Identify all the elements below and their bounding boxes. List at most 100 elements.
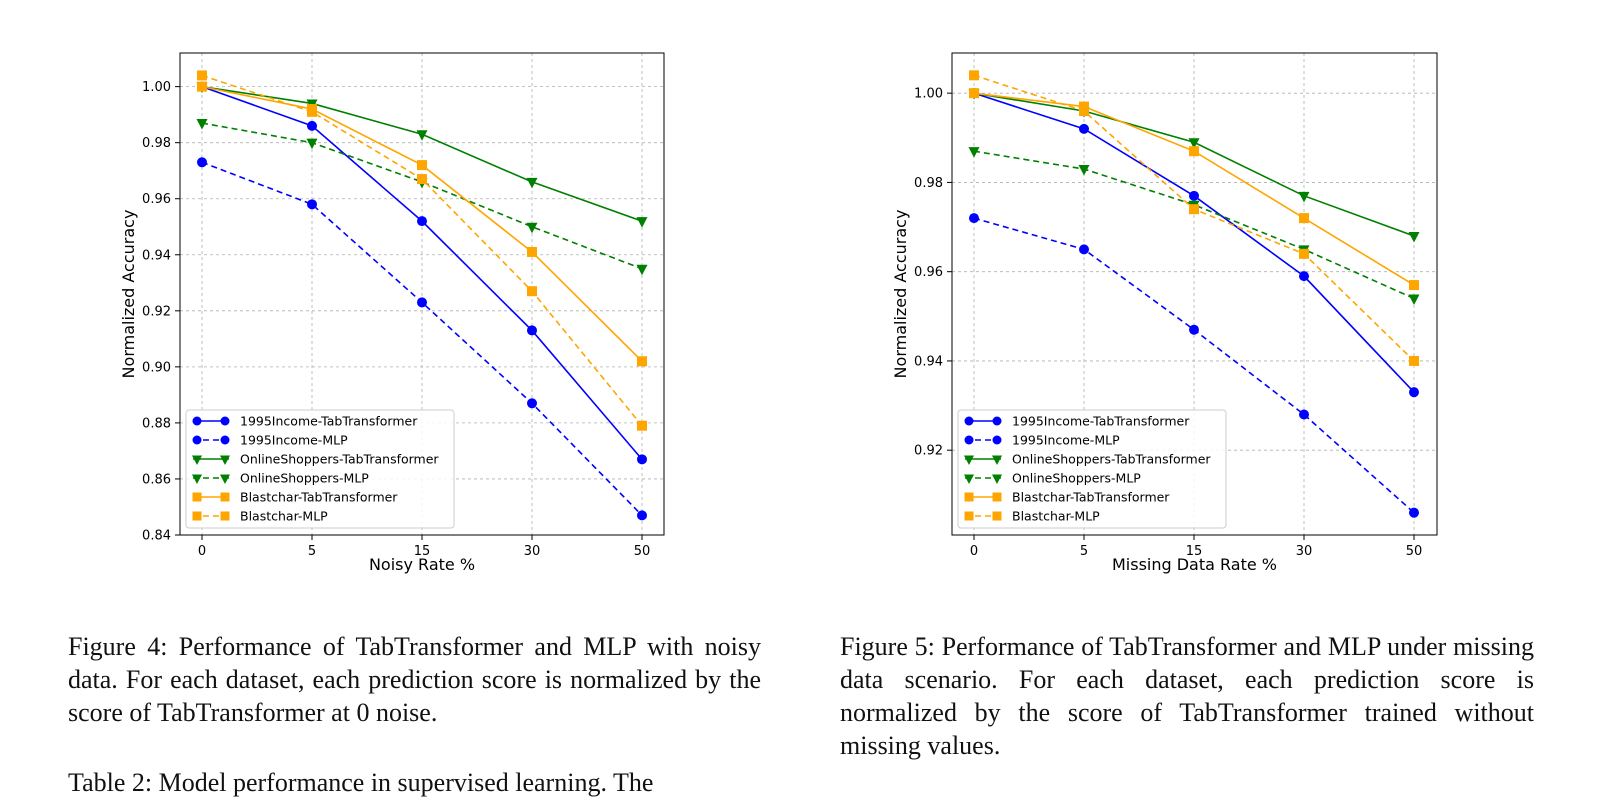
data-point	[969, 88, 979, 99]
data-point	[969, 70, 979, 81]
data-point	[1299, 409, 1309, 420]
x-axis-label: Missing Data Rate %	[1112, 555, 1277, 574]
x-tick-label: 0	[198, 544, 206, 559]
data-point	[1299, 248, 1309, 259]
legend-marker	[992, 474, 1002, 484]
data-point	[636, 217, 648, 228]
data-point	[636, 264, 648, 276]
legend-marker	[992, 416, 1002, 426]
data-point	[527, 398, 537, 409]
data-point	[1408, 294, 1420, 305]
legend-marker	[992, 492, 1002, 502]
x-tick-label: 15	[1186, 544, 1203, 559]
legend-label: 1995Income-MLP	[1012, 433, 1120, 448]
y-tick-label: 0.90	[142, 360, 171, 375]
legend-marker	[192, 416, 202, 426]
series-Blastchar-MLP	[197, 70, 647, 431]
data-point	[1188, 138, 1200, 149]
data-point	[1409, 387, 1419, 398]
data-point	[1189, 146, 1199, 157]
data-point	[1079, 106, 1089, 117]
plot-frame	[179, 52, 665, 536]
y-tick-label: 0.88	[142, 416, 171, 431]
data-point	[417, 160, 427, 171]
legend-label: Blastchar-TabTransformer	[1012, 490, 1170, 505]
figure-4-chart: 0 5 15 30 50 0.84 0.86 0.88 0.90 0.92 0.94 0.96 0.98…	[119, 52, 665, 574]
x-tick-label: 5	[308, 544, 316, 559]
data-point	[197, 70, 207, 81]
x-axis-label: Noisy Rate %	[369, 555, 475, 574]
figure-5-chart: 0 5 15 30 50 0.92 0.94 0.96 0.98 1.00 Missing Data…	[891, 52, 1438, 574]
legend-marker	[220, 511, 230, 521]
y-tick-label: 0.86	[142, 472, 171, 487]
data-point	[196, 119, 208, 130]
data-point	[1409, 507, 1419, 518]
legend-marker	[964, 511, 974, 521]
data-point	[968, 147, 980, 158]
x-tick-label: 30	[1296, 544, 1313, 559]
series-1995Income-TabTransformer	[969, 88, 1419, 398]
legend-marker	[992, 435, 1002, 445]
x-tick-label: 50	[634, 544, 651, 559]
legend-marker	[964, 435, 974, 445]
legend-marker	[220, 435, 230, 445]
data-point	[416, 130, 428, 141]
y-tick-label: 0.94	[142, 248, 171, 263]
legend-marker	[992, 511, 1002, 521]
legend-marker	[192, 511, 202, 521]
legend-label: OnlineShoppers-MLP	[240, 471, 369, 486]
series-Blastchar-MLP	[969, 70, 1419, 366]
legend-marker	[964, 492, 974, 502]
data-point	[637, 356, 647, 367]
data-point	[526, 222, 538, 234]
legend-label: Blastchar-MLP	[240, 509, 328, 524]
legend-marker	[220, 416, 230, 426]
legend-marker	[964, 455, 974, 465]
y-tick-label: 0.98	[142, 136, 171, 151]
legend-marker	[964, 474, 974, 484]
data-point	[527, 246, 537, 257]
y-tick-label: 0.92	[914, 444, 943, 459]
y-tick-label: 0.94	[914, 354, 943, 369]
y-tick-label: 0.92	[142, 304, 171, 319]
legend-box	[957, 409, 1227, 529]
legend-marker	[964, 416, 974, 426]
legend-marker	[192, 435, 202, 445]
legend-marker	[192, 474, 202, 484]
y-tick-label: 0.98	[914, 176, 943, 191]
y-axis-label: Normalized Accuracy	[891, 210, 910, 379]
x-tick-label: 30	[524, 544, 541, 559]
series-line	[201, 122, 643, 270]
data-point	[637, 510, 647, 521]
data-point	[1189, 190, 1199, 201]
data-point	[1298, 191, 1310, 203]
data-point	[1079, 123, 1089, 134]
legend-marker	[192, 492, 202, 502]
data-point	[637, 420, 647, 431]
data-point	[307, 199, 317, 210]
legend-label: 1995Income-TabTransformer	[1012, 414, 1190, 429]
data-point	[526, 177, 538, 189]
y-tick-label: 0.84	[142, 529, 171, 544]
legend-label: OnlineShoppers-TabTransformer	[1012, 452, 1211, 467]
legend-label: Blastchar-TabTransformer	[240, 490, 398, 505]
plot-frame	[951, 52, 1438, 536]
legend-marker	[220, 474, 230, 484]
data-point	[1189, 204, 1199, 215]
legend-marker	[220, 492, 230, 502]
figure-4-caption: Figure 4: Performance of TabTransformer …	[68, 632, 761, 727]
y-tick-label: 0.96	[914, 265, 943, 280]
legend-label: 1995Income-MLP	[240, 433, 348, 448]
table-2-caption-start: Table 2: Model performance in supervised…	[68, 768, 654, 797]
series-line	[973, 150, 1415, 300]
data-point	[417, 174, 427, 185]
legend-label: OnlineShoppers-MLP	[1012, 471, 1141, 486]
data-point	[637, 454, 647, 465]
legend-marker	[220, 455, 230, 465]
x-tick-label: 5	[1080, 544, 1088, 559]
data-point	[1409, 280, 1419, 291]
data-point	[1408, 231, 1420, 243]
data-point	[1299, 271, 1309, 282]
legend-marker	[192, 455, 202, 465]
series-OnlineShoppers-TabTransformer	[968, 89, 1420, 243]
